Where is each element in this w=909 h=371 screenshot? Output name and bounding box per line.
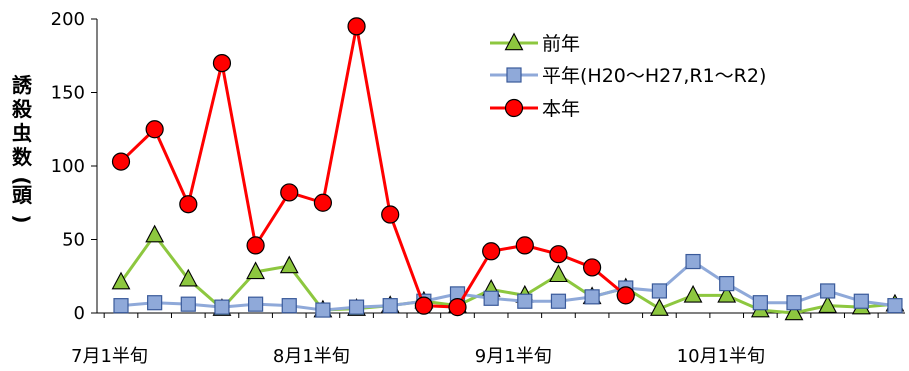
- x-tick-label: 10月1半旬: [677, 346, 765, 367]
- legend-label: 平年(H20〜H27,R1〜R2): [542, 65, 766, 87]
- y-tick-label: 200: [51, 9, 85, 30]
- series-layer: [111, 17, 905, 321]
- y-tick-label: 0: [74, 303, 85, 324]
- data-point-normal-year: [248, 296, 264, 312]
- data-point-normal-year: [483, 290, 499, 306]
- data-point-normal-year: [180, 296, 196, 312]
- y-axis-title-char: (: [10, 176, 34, 185]
- legend-item-normal-year: 平年(H20〜H27,R1〜R2): [490, 65, 766, 87]
- y-axis-title-char: ): [10, 214, 34, 223]
- data-point-normal-year: [887, 298, 903, 314]
- series-line-normal-year: [120, 260, 896, 312]
- data-point-current-year: [515, 236, 534, 255]
- data-point-normal-year: [685, 253, 701, 270]
- data-point-previous-year: [178, 268, 198, 287]
- data-point-normal-year: [651, 283, 668, 299]
- data-point-normal-year: [853, 293, 869, 309]
- chart-axes: 0 50 100 150 200 7月1半旬 8月1半旬 9月1半旬 10月1半旬: [51, 9, 905, 367]
- data-point-normal-year: [147, 295, 163, 311]
- data-point-current-year: [381, 205, 400, 224]
- data-point-current-year: [280, 183, 299, 202]
- data-point-previous-year: [145, 224, 165, 243]
- data-point-previous-year: [246, 261, 266, 280]
- data-point-previous-year: [784, 302, 804, 321]
- data-point-normal-year: [786, 295, 802, 311]
- data-point-previous-year: [683, 284, 703, 303]
- y-tick-label: 100: [51, 156, 85, 177]
- series-normal-year: [113, 253, 903, 318]
- legend-marker: [504, 32, 524, 51]
- legend-item-previous-year: 前年: [490, 32, 580, 55]
- legend-label: 前年: [542, 33, 580, 55]
- y-tick-label: 50: [62, 230, 85, 251]
- data-point-current-year: [616, 286, 635, 305]
- data-point-current-year: [145, 120, 164, 139]
- data-point-previous-year: [717, 284, 737, 303]
- data-point-normal-year: [382, 298, 398, 314]
- series-current-year: [111, 17, 635, 317]
- x-tick-label: 8月1半旬: [273, 346, 350, 367]
- y-axis-title-char: 殺: [11, 97, 33, 121]
- x-tick-label: 9月1半旬: [475, 346, 552, 367]
- data-point-current-year: [313, 193, 332, 212]
- data-point-current-year: [582, 258, 602, 277]
- data-point-normal-year: [348, 299, 365, 315]
- y-axis-title-char: 誘: [12, 73, 33, 97]
- data-point-previous-year: [818, 295, 838, 313]
- y-axis-title-char: 数: [12, 145, 33, 169]
- data-point-normal-year: [719, 276, 735, 292]
- data-point-normal-year: [820, 283, 836, 299]
- x-tick-label: 7月1半旬: [71, 346, 148, 367]
- data-point-current-year: [212, 53, 232, 73]
- data-point-normal-year: [584, 289, 600, 305]
- data-point-normal-year: [315, 302, 331, 318]
- y-tick-label: 150: [51, 83, 85, 104]
- y-axis-title-char: 頭: [12, 183, 33, 207]
- data-point-normal-year: [517, 293, 533, 309]
- legend-label: 本年: [542, 98, 580, 120]
- series-line-current-year: [119, 24, 627, 309]
- data-point-normal-year: [113, 298, 129, 314]
- data-point-current-year: [179, 195, 198, 214]
- data-point-normal-year: [214, 299, 230, 315]
- data-point-current-year: [448, 298, 467, 317]
- data-point-previous-year: [649, 298, 669, 316]
- data-point-normal-year: [752, 295, 768, 311]
- data-point-previous-year: [279, 255, 299, 274]
- data-point-normal-year: [281, 298, 297, 314]
- data-point-normal-year: [550, 293, 567, 309]
- data-point-current-year: [549, 245, 568, 264]
- y-axis-title-char: 虫: [12, 121, 32, 145]
- data-point-current-year: [246, 236, 265, 255]
- data-point-current-year: [111, 152, 131, 171]
- data-point-current-year: [482, 242, 501, 261]
- data-point-previous-year: [111, 271, 131, 290]
- legend-marker: [506, 67, 522, 83]
- data-point-current-year: [414, 296, 433, 315]
- data-point-previous-year: [549, 264, 568, 283]
- legend-marker: [504, 98, 524, 118]
- data-point-current-year: [347, 17, 366, 36]
- legend-item-current-year: 本年: [490, 98, 580, 120]
